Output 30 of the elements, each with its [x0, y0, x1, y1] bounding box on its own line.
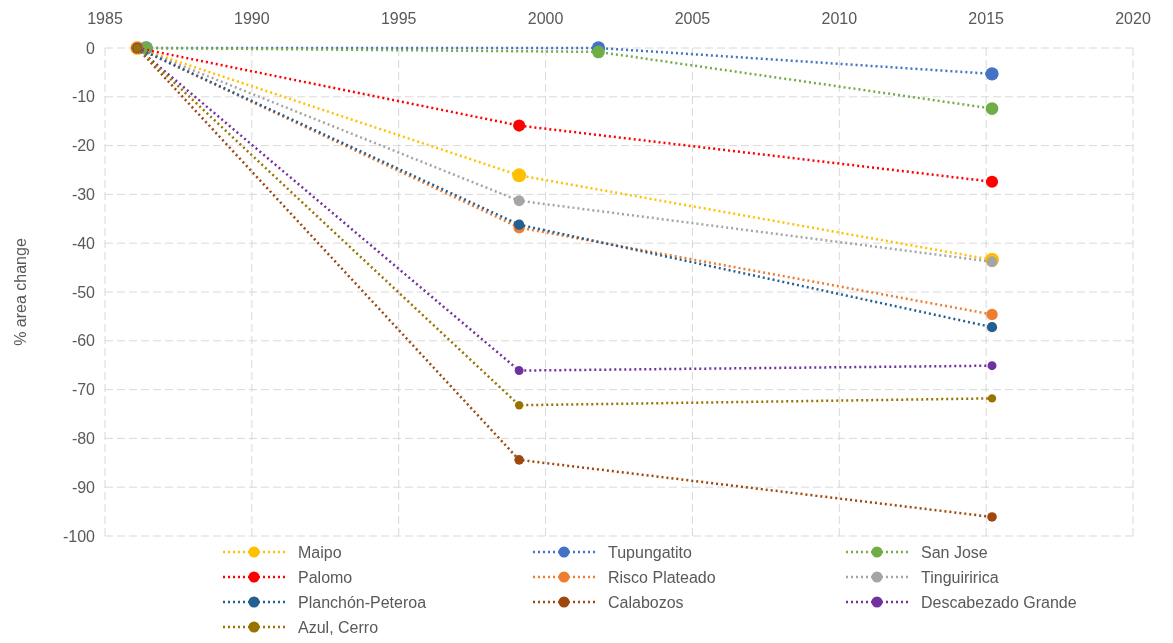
y-tick-label: -30: [71, 186, 96, 203]
x-tick-label: 2010: [821, 10, 858, 27]
y-tick-label: -100: [62, 527, 96, 545]
y-tick-label: 0: [86, 39, 96, 57]
x-tick-label: 2000: [527, 10, 564, 27]
legend-label: Maipo: [298, 543, 342, 561]
x-tick-label: 2005: [674, 10, 711, 27]
x-tick-label: 1985: [87, 10, 123, 27]
y-axis-title: % area change: [12, 238, 29, 346]
x-tick-label: 1995: [380, 10, 417, 27]
y-tick-label: -80: [71, 430, 96, 447]
legend-label: Palomo: [298, 568, 353, 586]
y-tick-label: -90: [71, 478, 96, 496]
y-tick-label: -60: [71, 332, 96, 350]
legend-label: Azul, Cerro: [298, 618, 379, 636]
legend-label: Tinguiririca: [921, 568, 999, 586]
y-tick-label: -40: [71, 234, 96, 252]
x-tick-label: 1990: [234, 10, 270, 27]
y-tick-label: -10: [71, 88, 96, 106]
y-tick-label: -20: [71, 137, 96, 155]
x-tick-label: 2020: [1115, 10, 1151, 27]
legend-label: Planchón-Peteroa: [298, 593, 427, 611]
legend-label: Calabozos: [608, 593, 684, 611]
x-tick-label: 2015: [968, 10, 1005, 27]
y-tick-label: -50: [71, 283, 96, 301]
legend-label: Risco Plateado: [608, 568, 716, 586]
legend-label: Tupungatito: [608, 543, 693, 561]
legend-label: Descabezado Grande: [921, 593, 1077, 611]
legend-label: San Jose: [921, 543, 988, 561]
y-tick-label: -70: [71, 381, 96, 399]
